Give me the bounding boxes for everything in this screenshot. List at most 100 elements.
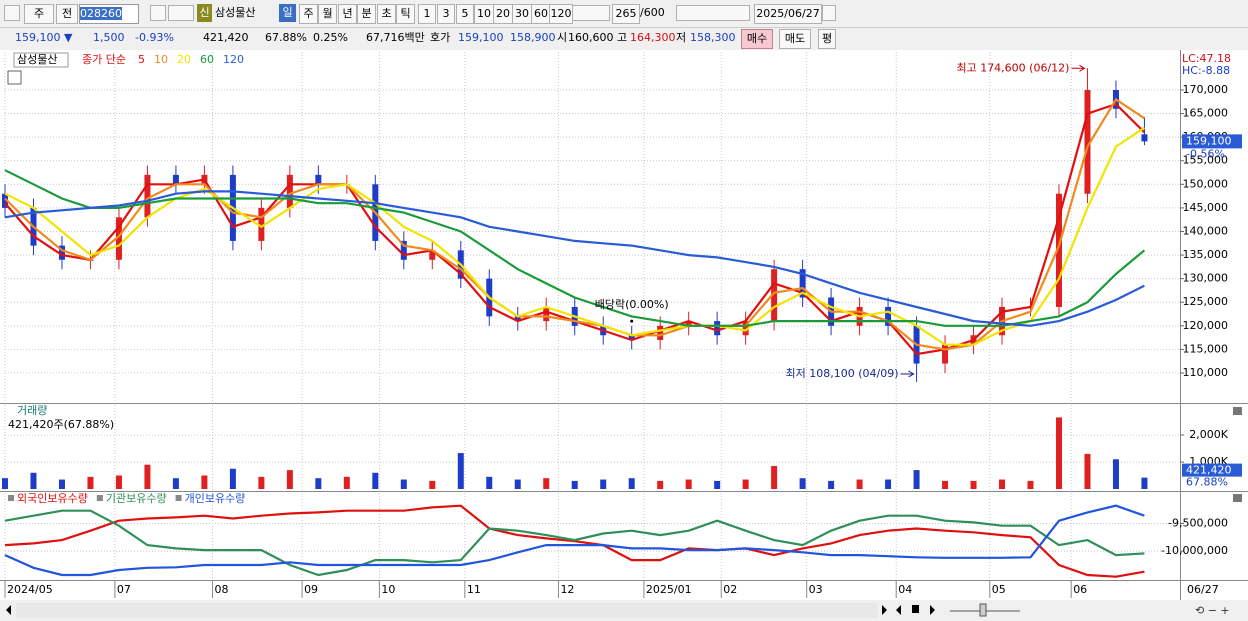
quote-item: -0.93% [135,31,174,44]
volume-bar [115,475,122,490]
tool-icons[interactable] [676,5,750,21]
quote-item[interactable]: 매수 [741,29,773,49]
volume-bar [799,478,806,490]
volume-bar [1055,417,1062,490]
toolbar-item[interactable]: 3 [437,4,455,24]
y-tick-label: 130,000 [1183,272,1229,285]
y-tick-label: -10,000,000 [1161,544,1228,557]
x-tick-label: 08 [215,583,229,596]
x-tick-label: 2024/05 [7,583,53,596]
toolbar-item[interactable]: 20 [493,4,513,24]
volume-bar [1027,480,1034,490]
zoom-handle[interactable] [979,603,987,617]
last-date: 06/27 [1187,583,1219,596]
candle-body [885,306,892,326]
quote-item: 0.25% [313,31,348,44]
y-tick-label: 115,000 [1183,342,1229,355]
volume-bar [571,480,578,490]
quote-item: 159,100 [458,31,504,44]
candle-body [315,174,322,185]
quote-item: 고 [617,31,628,44]
toolbar-item[interactable]: 120 [549,4,573,24]
menu-icon[interactable] [4,5,20,21]
volume-bar [771,466,778,490]
quote-item[interactable]: 평 [818,29,836,49]
toolbar-item: 신 [197,4,212,22]
volume-bar [657,480,664,490]
search-icon[interactable] [150,5,166,21]
toolbar-item[interactable]: 60 [531,4,551,24]
legend-box [13,52,69,68]
x-tick-label: 10 [381,583,395,596]
volume-bar [913,470,920,490]
volume-bar [315,478,322,490]
toolbar-item[interactable]: 30 [512,4,532,24]
dividend-annotation: 배당락(0.00%) [595,298,669,311]
toolbar-item[interactable]: 틱 [396,4,415,24]
x-tick-label: 07 [117,583,131,596]
x-tick-label: 2025/01 [646,583,692,596]
candle-body [714,321,721,336]
y-tick-label: 155,000 [1183,154,1229,167]
scroll-left[interactable] [6,605,11,615]
toolbar-item[interactable]: 5 [456,4,474,24]
volume-bar [201,475,208,490]
toolbar-item[interactable]: 초 [377,4,396,24]
tool-icon[interactable] [7,70,22,85]
dropdown[interactable] [572,5,610,21]
volume-bar [856,479,863,490]
x-tick-label: 02 [723,583,737,596]
quote-item: 158,300 [690,31,736,44]
quote-item: 시 [557,31,568,44]
y-tick-label: 125,000 [1183,295,1229,308]
candle-body [172,174,179,185]
panel-button[interactable] [1233,494,1242,502]
low-arrow [900,370,915,378]
candle-body [942,344,949,364]
legend-entry: 개인보유수량 [185,492,246,505]
y-tick-label: 135,000 [1183,248,1229,261]
volume-bar [685,479,692,490]
toolbar-item[interactable]: 10 [474,4,494,24]
quote-item[interactable]: 매도 [779,29,811,49]
volume-bar [1141,477,1148,490]
legend-entry: 20 [177,53,191,66]
panel-button[interactable] [1233,407,1242,415]
series-line [4,509,1145,577]
quote-item: 158,900 [510,31,556,44]
toolbar-item[interactable]: 전 [56,4,78,24]
candle-body [628,335,635,340]
candle-body [742,321,749,336]
volume-bar [457,453,464,490]
toolbar-item[interactable]: 년 [338,4,357,24]
legend-entry: 5 [138,53,145,66]
toolbar-item[interactable]: 주 [299,4,318,24]
scroll-track[interactable] [16,603,878,618]
toolbar-item[interactable]: 1 [418,4,436,24]
sound-icon[interactable] [168,5,194,21]
toolbar-item: 삼성물산 [215,6,256,19]
toolbar-item[interactable]: 주 [24,4,54,24]
toolbar-row2 [0,28,1248,48]
volume-bar [600,479,607,490]
toolbar-item[interactable]: 028260 [79,4,139,24]
volume-bar [1112,459,1119,490]
zoom-controls[interactable]: ⟲ − + [1195,604,1230,617]
toolbar-item[interactable]: 분 [357,4,376,24]
legend-entry: 120 [223,53,244,66]
volume-bar [885,479,892,490]
toolbar-item[interactable]: 일 [279,4,296,22]
candle-body [400,240,407,260]
candle-body [258,207,265,241]
candle-body [514,316,521,322]
y-tick-label: 170,000 [1183,83,1229,96]
calendar-icon[interactable] [822,5,836,21]
volume-bar [58,479,65,490]
toolbar-item[interactable]: 월 [318,4,337,24]
legend-name: 삼성물산 [17,53,57,66]
low-annotation: 최저 108,100 (04/09) [786,367,899,380]
toolbar-item[interactable]: 2025/06/27 [754,4,822,24]
y-tick-label: -9,500,000 [1168,516,1228,529]
